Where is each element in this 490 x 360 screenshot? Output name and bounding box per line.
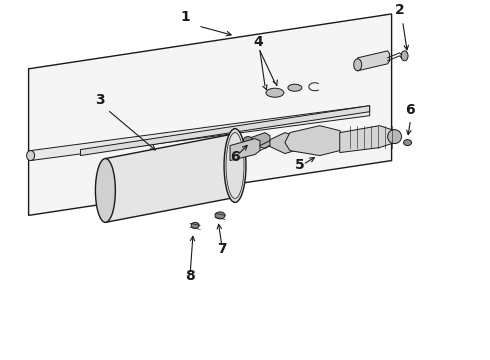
Ellipse shape (96, 158, 115, 222)
Text: 2: 2 (395, 3, 404, 17)
Ellipse shape (26, 150, 35, 161)
Polygon shape (105, 134, 235, 222)
Text: 8: 8 (185, 269, 195, 283)
Text: 4: 4 (253, 35, 263, 49)
Ellipse shape (243, 136, 253, 145)
Ellipse shape (224, 129, 246, 202)
Ellipse shape (354, 59, 362, 71)
Text: 1: 1 (180, 10, 190, 24)
Polygon shape (80, 106, 369, 156)
Text: 5: 5 (295, 158, 305, 171)
Ellipse shape (215, 212, 225, 219)
Polygon shape (285, 126, 345, 156)
Text: 6: 6 (230, 149, 240, 163)
Ellipse shape (191, 222, 199, 228)
Polygon shape (268, 132, 295, 154)
Ellipse shape (226, 132, 244, 198)
Text: 7: 7 (217, 242, 227, 256)
Ellipse shape (401, 51, 408, 61)
Polygon shape (358, 51, 390, 71)
Ellipse shape (404, 140, 412, 145)
Polygon shape (248, 132, 270, 149)
Polygon shape (30, 106, 369, 161)
Ellipse shape (266, 88, 284, 97)
Polygon shape (28, 14, 392, 215)
Text: 6: 6 (405, 103, 415, 117)
Ellipse shape (288, 84, 302, 91)
Ellipse shape (388, 130, 402, 144)
Polygon shape (340, 126, 394, 153)
Polygon shape (230, 139, 260, 161)
Text: 3: 3 (96, 93, 105, 107)
